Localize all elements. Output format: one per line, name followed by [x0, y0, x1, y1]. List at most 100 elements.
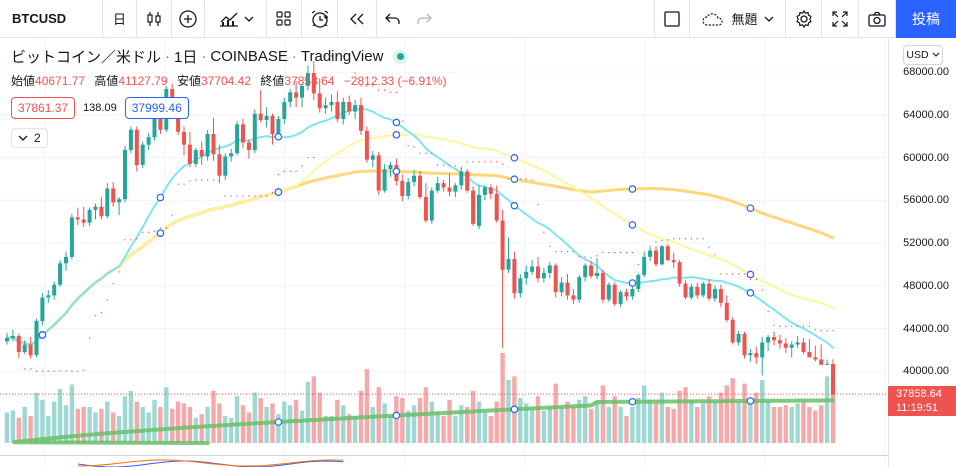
layout-name-button[interactable]: 無題 — [690, 0, 786, 38]
candle-body — [518, 278, 523, 294]
currency-label: USD — [906, 49, 929, 61]
volume-bar — [164, 387, 169, 443]
publish-button[interactable]: 投稿 — [896, 0, 956, 38]
candle-body — [128, 129, 133, 151]
interval-button[interactable]: 日 — [103, 0, 137, 38]
fullscreen-button[interactable] — [822, 0, 859, 38]
cloud-icon — [701, 11, 725, 27]
candle-body — [341, 101, 346, 120]
ohlc-legend: 始値40671.77 高値41127.79 安値37704.42 終値37858… — [11, 72, 453, 89]
redo-button[interactable] — [409, 0, 439, 38]
templates-button[interactable] — [267, 0, 301, 38]
redo-icon — [415, 12, 433, 26]
candle-body — [317, 93, 322, 109]
candle-body — [772, 337, 776, 341]
psar-dot — [330, 55, 333, 57]
fullscreen-icon — [831, 10, 849, 28]
snapshot-button[interactable] — [859, 0, 896, 38]
compare-symbol-button[interactable] — [171, 0, 205, 38]
candle-body — [536, 266, 540, 279]
ma-markers — [38, 118, 755, 426]
ma-marker — [628, 279, 637, 287]
volume-bar — [93, 412, 98, 443]
volume-bar — [258, 398, 263, 443]
currency-select[interactable]: USD — [903, 45, 943, 65]
volume-bar — [547, 407, 552, 443]
psar-dot — [171, 214, 173, 216]
psar-dot — [419, 152, 421, 154]
ma-marker — [746, 204, 755, 212]
volume-bar — [524, 403, 529, 443]
undo-button[interactable] — [377, 0, 409, 38]
psar-dot — [336, 55, 338, 57]
candle-body — [305, 73, 310, 86]
psar-dot — [637, 263, 639, 265]
psar-dot — [620, 252, 622, 254]
volume-bar — [105, 401, 110, 443]
psar-dot — [490, 161, 492, 163]
indicators-toggle-button[interactable]: 2 — [11, 128, 48, 148]
chevron-down-icon — [244, 15, 254, 23]
volume-bar — [724, 385, 729, 443]
candle-body — [707, 283, 712, 299]
candle-body — [482, 187, 487, 195]
psar-dot — [207, 179, 209, 181]
symbol-search-button[interactable]: BTCUSD — [0, 0, 103, 38]
candle-body — [435, 183, 440, 191]
psar-dot — [295, 170, 297, 172]
psar-dot — [354, 72, 356, 74]
volume-bar — [701, 403, 706, 443]
multi-chart-layout-button[interactable] — [654, 0, 690, 38]
psar-dot — [307, 156, 309, 159]
open-label: 始値 — [11, 74, 36, 88]
volume-bar — [52, 401, 57, 443]
volume-bar — [193, 417, 198, 443]
psar-dot — [159, 227, 161, 229]
psar-dot — [443, 164, 445, 166]
chart-type-button[interactable] — [137, 0, 171, 38]
settings-button[interactable] — [786, 0, 822, 38]
psar-dot — [649, 245, 651, 247]
alert-button[interactable] — [301, 0, 338, 38]
candle-body — [553, 265, 558, 293]
price-chart[interactable] — [0, 39, 888, 467]
buy-button[interactable]: 37999.46 — [124, 97, 189, 119]
candle-body — [223, 156, 228, 176]
candle-body — [671, 260, 676, 263]
volume-bar — [75, 408, 80, 443]
psar-dot — [826, 330, 828, 332]
spread-value: 138.09 — [83, 102, 117, 114]
candle-body — [477, 194, 481, 226]
chart-pane[interactable] — [0, 39, 888, 467]
psar-dot — [484, 161, 486, 163]
candle-body — [359, 105, 363, 131]
psar-dot — [254, 195, 256, 197]
volume-bar — [4, 412, 10, 443]
psar-dot — [83, 369, 85, 371]
psar-dot — [661, 240, 663, 242]
candle-body — [93, 206, 98, 210]
volume-bar — [541, 410, 547, 443]
volume-bar — [736, 401, 741, 443]
candle-body — [123, 150, 127, 200]
legend-separator: · — [291, 48, 297, 65]
volume-bar — [311, 376, 316, 443]
psar-dot — [366, 85, 368, 87]
candle-body — [760, 342, 765, 358]
candle-body — [583, 265, 588, 278]
symbol-legend[interactable]: ビットコイン／米ドル · 1日 · COINBASE · TradingView — [11, 46, 411, 67]
indicators-button[interactable] — [205, 0, 267, 38]
sell-button[interactable]: 37861.37 — [11, 97, 76, 119]
ma-marker — [510, 175, 519, 184]
psar-dot — [743, 273, 746, 275]
psar-dot — [578, 256, 580, 258]
volume-bar — [128, 390, 134, 443]
volume-bar — [406, 410, 411, 443]
price-tick-label: 40000.00 — [903, 365, 949, 378]
replay-button[interactable] — [338, 0, 377, 38]
psar-dot — [714, 254, 716, 256]
pane-separator[interactable] — [0, 455, 888, 456]
candle-body — [311, 73, 316, 94]
candle-body — [388, 164, 393, 170]
volume-bar — [388, 416, 393, 443]
